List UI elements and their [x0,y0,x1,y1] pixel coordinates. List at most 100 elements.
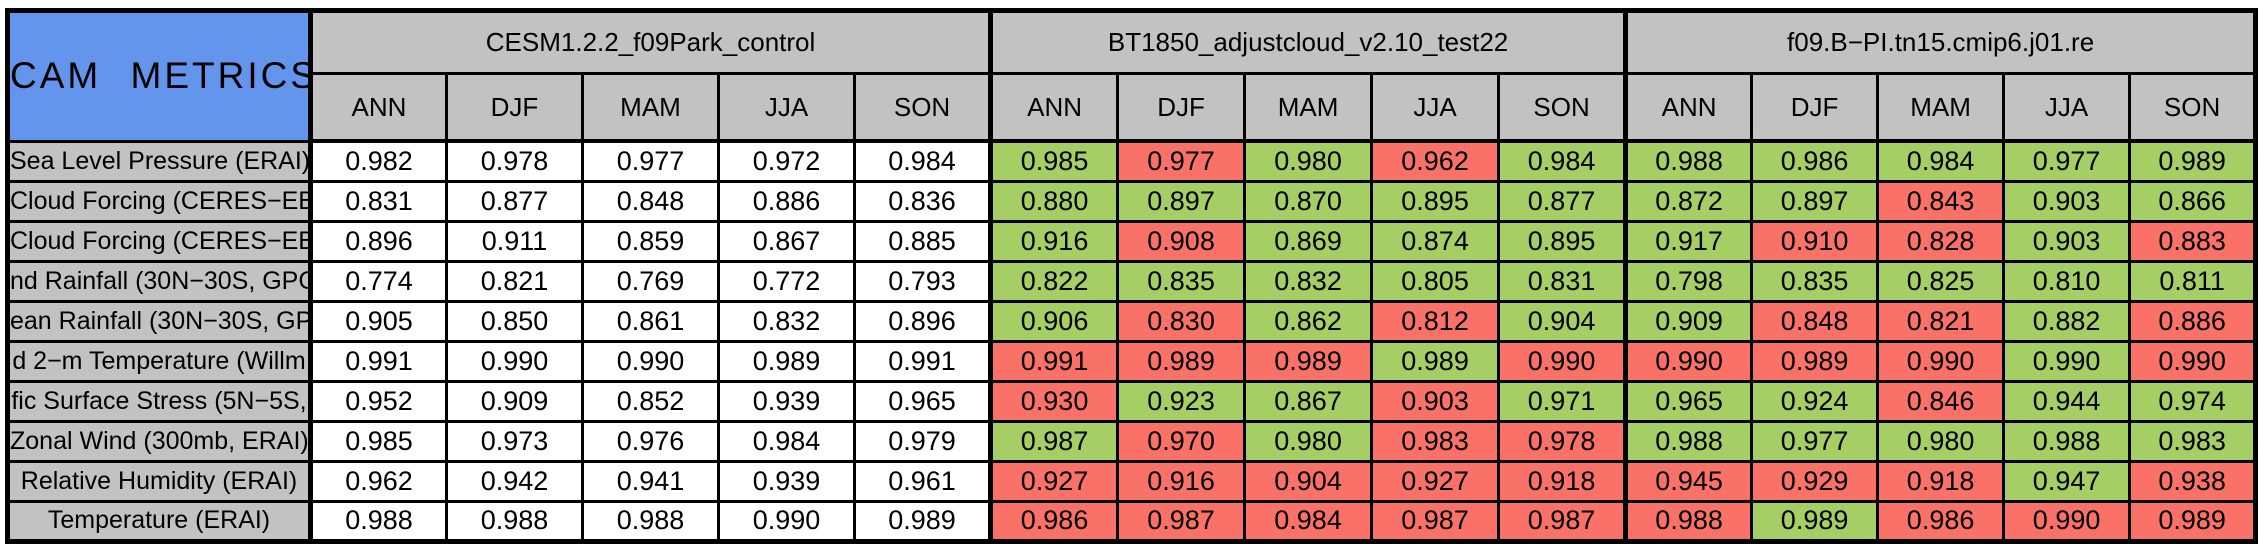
metric-cell: 0.848 [581,179,720,223]
model-header-2: BT1850_adjustcloud_v2.10_test22 [988,9,1628,75]
metric-cell: 0.990 [717,499,856,543]
metric-cell: 0.972 [717,139,856,183]
metric-cell: 0.772 [717,259,856,303]
metric-cell: 0.774 [308,259,448,303]
metric-cell: 0.843 [1876,179,2006,223]
metric-cell: 0.883 [2128,219,2258,263]
row-label: ean Rainfall (30N−30S, GPC [6,299,312,343]
metric-cell: 0.987 [1497,499,1628,543]
metric-cell: 0.911 [445,219,584,263]
metric-cell: 0.906 [988,299,1120,343]
metric-cell: 0.947 [2002,459,2132,503]
metric-cell: 0.929 [1750,459,1880,503]
table-row: d 2−m Temperature (Willm 0.991 0.990 0.990 0… [6,339,2258,383]
metric-cell: 0.962 [308,459,448,503]
metric-cell: 0.982 [308,139,448,183]
metric-cell: 0.831 [308,179,448,223]
table-title: CAM METRICS [6,9,312,143]
metric-cell: 0.877 [445,179,584,223]
metric-cell: 0.987 [1370,499,1501,543]
metric-cell: 0.852 [581,379,720,423]
metric-cell: 0.848 [1750,299,1880,343]
metric-cell: 0.904 [1243,459,1374,503]
metric-cell: 0.991 [988,339,1120,383]
metric-cell: 0.918 [1497,459,1628,503]
metric-cell: 0.978 [445,139,584,183]
season-header-ann: ANN [988,72,1120,143]
metric-cell: 0.990 [445,339,584,383]
season-header-mam: MAM [1876,72,2006,143]
metric-cell: 0.835 [1116,259,1247,303]
metric-cell: 0.988 [1623,419,1754,463]
metric-cell: 0.989 [1243,339,1374,383]
metric-cell: 0.910 [1750,219,1880,263]
metric-cell: 0.989 [852,499,993,543]
metric-cell: 0.897 [1116,179,1247,223]
metric-cell: 0.810 [2002,259,2132,303]
metric-cell: 0.930 [988,379,1120,423]
table-row: Relative Humidity (ERAI) 0.962 0.942 0.941 0… [6,459,2258,503]
metric-cell: 0.977 [2002,139,2132,183]
metric-cell: 0.861 [581,299,720,343]
metric-cell: 0.828 [1876,219,2006,263]
metric-cell: 0.905 [308,299,448,343]
model-header-row: CAM METRICS CESM1.2.2_f09Park_control BT… [6,9,2258,143]
metric-cell: 0.866 [2128,179,2258,223]
row-label: Cloud Forcing (CERES−EBA [6,179,312,223]
metric-cell: 0.877 [1497,179,1628,223]
metric-cell: 0.988 [581,499,720,543]
metric-cell: 0.832 [1243,259,1374,303]
metric-cell: 0.859 [581,219,720,263]
metric-cell: 0.821 [1876,299,2006,343]
metric-cell: 0.980 [1243,139,1374,183]
season-header-row: ANN DJF MAM JJA SON ANN DJF MAM JJA SON … [8,72,2258,143]
metric-cell: 0.822 [988,259,1120,303]
metric-cell: 0.836 [852,179,993,223]
metrics-table: CAM METRICS CESM1.2.2_f09Park_control BT… [5,8,2259,544]
table-header: CAM METRICS CESM1.2.2_f09Park_control BT… [6,9,2258,143]
row-label: Temperature (ERAI) [6,499,312,543]
table-row: Zonal Wind (300mb, ERAI) 0.985 0.973 0.976 0… [6,419,2258,463]
row-label: nd Rainfall (30N−30S, GPC [6,259,312,303]
metric-cell: 0.874 [1370,219,1501,263]
row-label: Zonal Wind (300mb, ERAI) [6,419,312,463]
metric-cell: 0.870 [1243,179,1374,223]
metric-cell: 0.971 [1497,379,1628,423]
row-label: Cloud Forcing (CERES−EBA [6,219,312,263]
metric-cell: 0.984 [1497,139,1628,183]
metric-cell: 0.880 [988,179,1120,223]
metric-cell: 0.938 [2128,459,2258,503]
season-header-son: SON [852,72,993,143]
metric-cell: 0.927 [1370,459,1501,503]
table-row: Cloud Forcing (CERES−EBA 0.831 0.877 0.848 0… [6,179,2258,223]
metric-cell: 0.965 [852,379,993,423]
metric-cell: 0.927 [988,459,1120,503]
table-body: Sea Level Pressure (ERAI) 0.982 0.978 0.977… [6,139,2258,543]
metric-cell: 0.978 [1497,419,1628,463]
metric-cell: 0.983 [1370,419,1501,463]
metric-cell: 0.896 [852,299,993,343]
metric-cell: 0.850 [445,299,584,343]
metric-cell: 0.989 [1750,499,1880,543]
metric-cell: 0.987 [1116,499,1247,543]
metric-cell: 0.989 [2128,499,2258,543]
season-header-son: SON [1497,72,1628,143]
metric-cell: 0.805 [1370,259,1501,303]
metric-cell: 0.939 [717,459,856,503]
metric-cell: 0.984 [717,419,856,463]
metric-cell: 0.869 [1243,219,1374,263]
metric-cell: 0.897 [1750,179,1880,223]
table-row: Temperature (ERAI) 0.988 0.988 0.988 0.990 0.… [6,499,2258,543]
season-header-djf: DJF [445,72,584,143]
metric-cell: 0.835 [1750,259,1880,303]
metric-cell: 0.980 [1876,419,2006,463]
metric-cell: 0.830 [1116,299,1247,343]
metric-cell: 0.988 [1623,139,1754,183]
metric-cell: 0.904 [1497,299,1628,343]
metric-cell: 0.918 [1876,459,2006,503]
metric-cell: 0.977 [1116,139,1247,183]
model-header-3: f09.B−PI.tn15.cmip6.j01.re [1623,9,2258,75]
cam-metrics-table: CAM METRICS CESM1.2.2_f09Park_control BT… [5,8,2259,544]
metric-cell: 0.973 [445,419,584,463]
metric-cell: 0.986 [988,499,1120,543]
